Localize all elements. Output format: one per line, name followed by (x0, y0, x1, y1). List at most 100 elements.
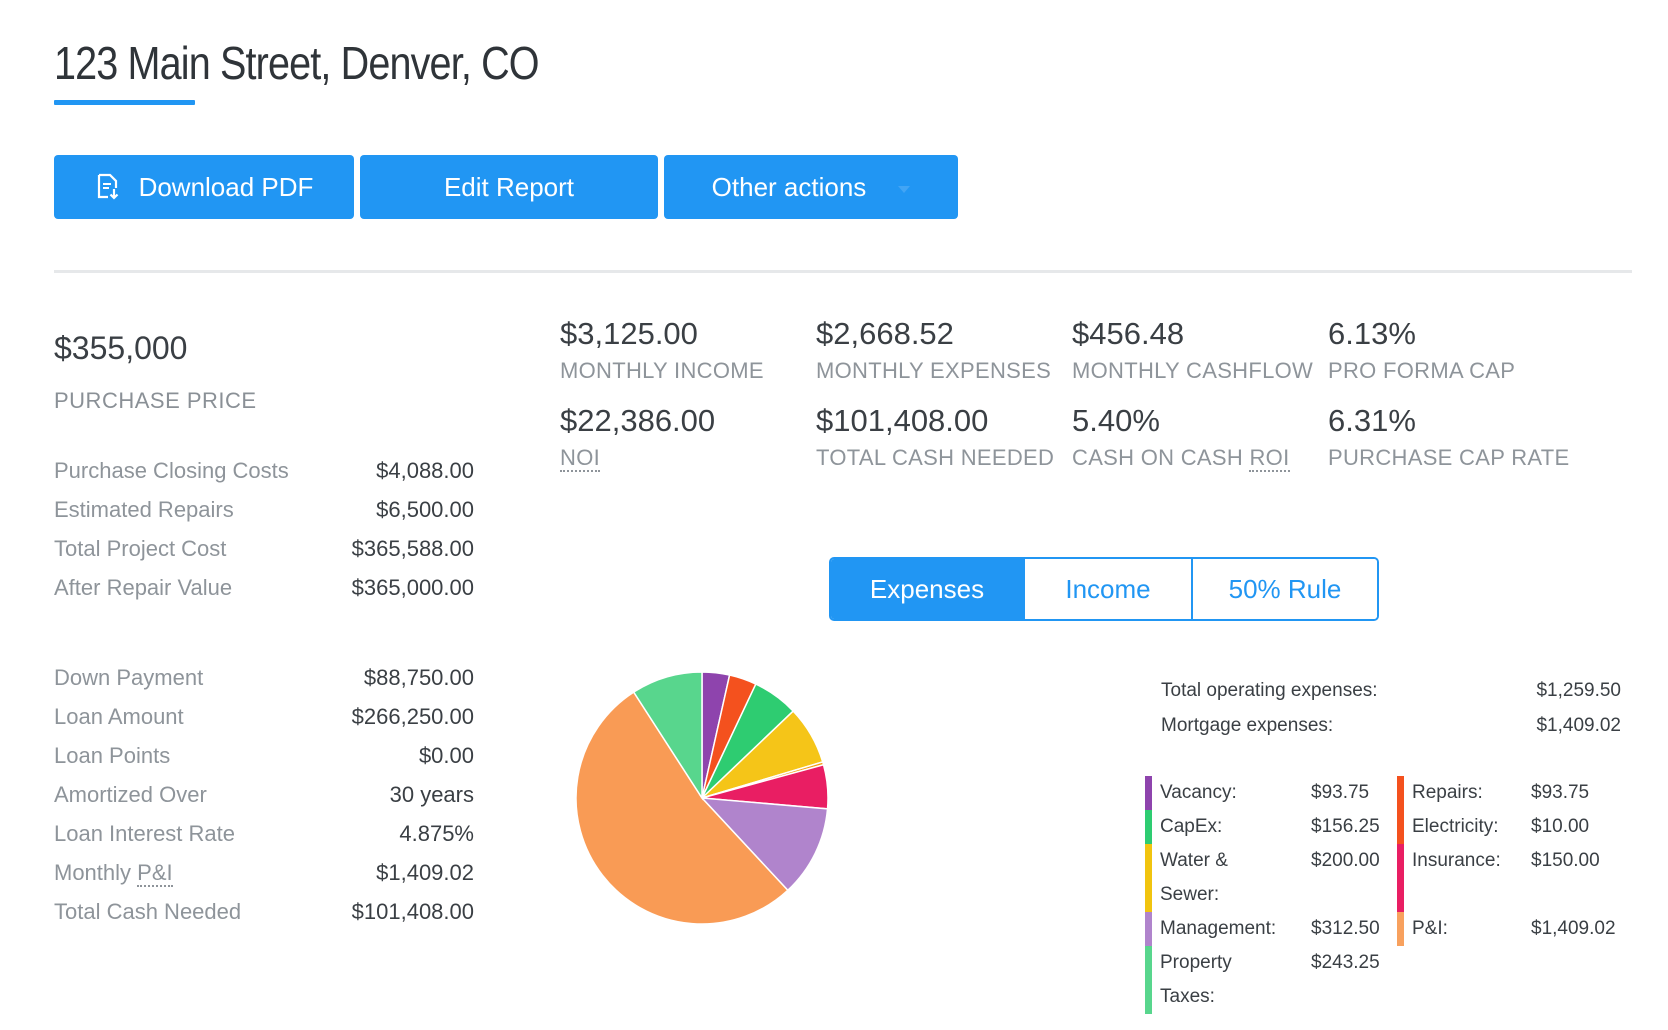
legend-value: $150.00 (1531, 850, 1600, 871)
pie-slice-management[interactable] (700, 797, 829, 892)
legend-value: $93.75 (1311, 782, 1370, 803)
stat-monthly-cashflow: $456.48 MONTHLY CASHFLOW (1072, 316, 1313, 384)
legend-swatch (1397, 810, 1404, 844)
legend-label: Management: (1160, 918, 1277, 939)
stat-noi: $22,386.00 NOI (560, 403, 716, 472)
stat-label: PRO FORMA CAP (1328, 358, 1516, 383)
loan-label: Total Cash Needed (54, 899, 242, 924)
loan-row: Loan Points $0.00 (54, 743, 474, 769)
stat-value: 6.31% (1328, 403, 1416, 438)
cost-value: $6,500.00 (376, 497, 474, 522)
chart-tabs: Expenses Income 50% Rule (829, 557, 1379, 621)
loan-label: Down Payment (54, 665, 204, 690)
pi-abbreviation[interactable]: P&I (137, 860, 173, 887)
roi-abbreviation[interactable]: ROI (1249, 445, 1290, 472)
loan-row: Loan Amount $266,250.00 (54, 704, 474, 730)
loan-value: $266,250.00 (351, 704, 474, 729)
download-pdf-label: Download PDF (138, 171, 314, 202)
legend-value: $10.00 (1531, 816, 1590, 837)
loan-row: Loan Interest Rate 4.875% (54, 821, 474, 847)
summary-value: $1,409.02 (1536, 715, 1621, 736)
stat-value: $101,408.00 (816, 403, 989, 438)
pdf-download-icon (97, 173, 118, 200)
other-actions-button[interactable]: Other actions (664, 155, 958, 219)
legend-label: Property Taxes: (1160, 952, 1232, 1007)
legend-label: Repairs: (1412, 782, 1483, 803)
stat-value: $3,125.00 (560, 316, 698, 351)
legend-swatch (1145, 844, 1152, 912)
stat-monthly-expenses: $2,668.52 MONTHLY EXPENSES (816, 316, 1051, 384)
stat-label: MONTHLY EXPENSES (816, 358, 1052, 383)
legend-label: Water & Sewer: (1160, 850, 1228, 905)
section-divider (54, 270, 1632, 273)
stat-pro-forma-cap: 6.13% PRO FORMA CAP (1328, 316, 1515, 384)
tab-income[interactable]: Income (1025, 559, 1193, 619)
mortgage-expenses-row: Mortgage expenses: $1,409.02 (1161, 715, 1621, 737)
cost-row: After Repair Value $365,000.00 (54, 575, 474, 601)
loan-row: Amortized Over 30 years (54, 782, 474, 808)
cost-row: Purchase Closing Costs $4,088.00 (54, 458, 474, 484)
cost-row: Total Project Cost $365,588.00 (54, 536, 474, 562)
stat-value: $2,668.52 (816, 316, 954, 351)
stat-value: $456.48 (1072, 316, 1185, 351)
loan-label: Monthly P&I (54, 860, 173, 887)
noi-abbreviation[interactable]: NOI (560, 445, 601, 472)
loan-label-prefix: Monthly (54, 860, 138, 885)
legend-swatch (1397, 844, 1404, 912)
expenses-pie-chart (575, 671, 829, 925)
pie-slice-property-taxes[interactable] (632, 671, 703, 801)
legend-label: Electricity: (1412, 816, 1499, 837)
stat-monthly-income: $3,125.00 MONTHLY INCOME (560, 316, 764, 384)
tab-expenses[interactable]: Expenses (831, 559, 1025, 619)
legend-label: Vacancy: (1160, 782, 1237, 803)
cost-label: Purchase Closing Costs (54, 458, 289, 483)
loan-row: Down Payment $88,750.00 (54, 665, 474, 691)
legend-swatch (1145, 946, 1152, 1014)
loan-value: $0.00 (418, 743, 474, 768)
cost-value: $365,588.00 (351, 536, 474, 561)
cost-row: Estimated Repairs $6,500.00 (54, 497, 474, 523)
loan-value: $1,409.02 (376, 860, 474, 885)
loan-label: Loan Amount (54, 704, 184, 729)
cost-label: After Repair Value (54, 575, 233, 600)
legend-swatch (1145, 776, 1152, 810)
loan-label: Loan Points (54, 743, 171, 768)
total-operating-expenses-row: Total operating expenses: $1,259.50 (1161, 680, 1621, 702)
loan-value: $88,750.00 (363, 665, 474, 690)
stat-label: NOI (560, 445, 715, 472)
legend-swatch (1397, 776, 1404, 810)
loan-row: Monthly P&I $1,409.02 (54, 860, 474, 887)
stat-label: MONTHLY INCOME (560, 358, 764, 383)
pie-slice-p-i[interactable] (575, 691, 789, 925)
stat-label: PURCHASE CAP RATE (1328, 445, 1570, 470)
download-pdf-button[interactable]: Download PDF (54, 155, 354, 219)
loan-value: 4.875% (399, 821, 474, 846)
legend-label: P&I: (1412, 918, 1448, 939)
legend-value: $1,409.02 (1531, 918, 1616, 939)
loan-label: Loan Interest Rate (54, 821, 236, 846)
tab-50-percent-rule[interactable]: 50% Rule (1193, 559, 1377, 619)
other-actions-label: Other actions (711, 171, 867, 202)
purchase-price-label: PURCHASE PRICE (54, 388, 257, 413)
stat-purchase-cap-rate: 6.31% PURCHASE CAP RATE (1328, 403, 1569, 471)
stat-value: 5.40% (1072, 403, 1160, 438)
edit-report-label: Edit Report (443, 171, 575, 202)
summary-label: Mortgage expenses: (1161, 715, 1334, 736)
legend-value: $312.50 (1311, 918, 1380, 939)
legend-swatch (1145, 912, 1152, 946)
cost-value: $365,000.00 (351, 575, 474, 600)
legend-swatch (1145, 810, 1152, 844)
legend-swatch (1397, 912, 1404, 946)
stat-value: 6.13% (1328, 316, 1416, 351)
purchase-price-value: $355,000 (54, 330, 188, 366)
page-title: 123 Main Street, Denver, CO (54, 37, 540, 89)
summary-value: $1,259.50 (1536, 680, 1621, 701)
stat-label: TOTAL CASH NEEDED (816, 445, 1055, 470)
stat-cash-on-cash: 5.40% CASH ON CASH ROI (1072, 403, 1290, 472)
chevron-down-icon (898, 185, 911, 193)
title-underline (54, 100, 195, 105)
edit-report-button[interactable]: Edit Report (360, 155, 658, 219)
cost-value: $4,088.00 (376, 458, 474, 483)
stat-value: $22,386.00 (560, 403, 716, 438)
stat-label-prefix: CASH ON CASH (1072, 445, 1250, 470)
